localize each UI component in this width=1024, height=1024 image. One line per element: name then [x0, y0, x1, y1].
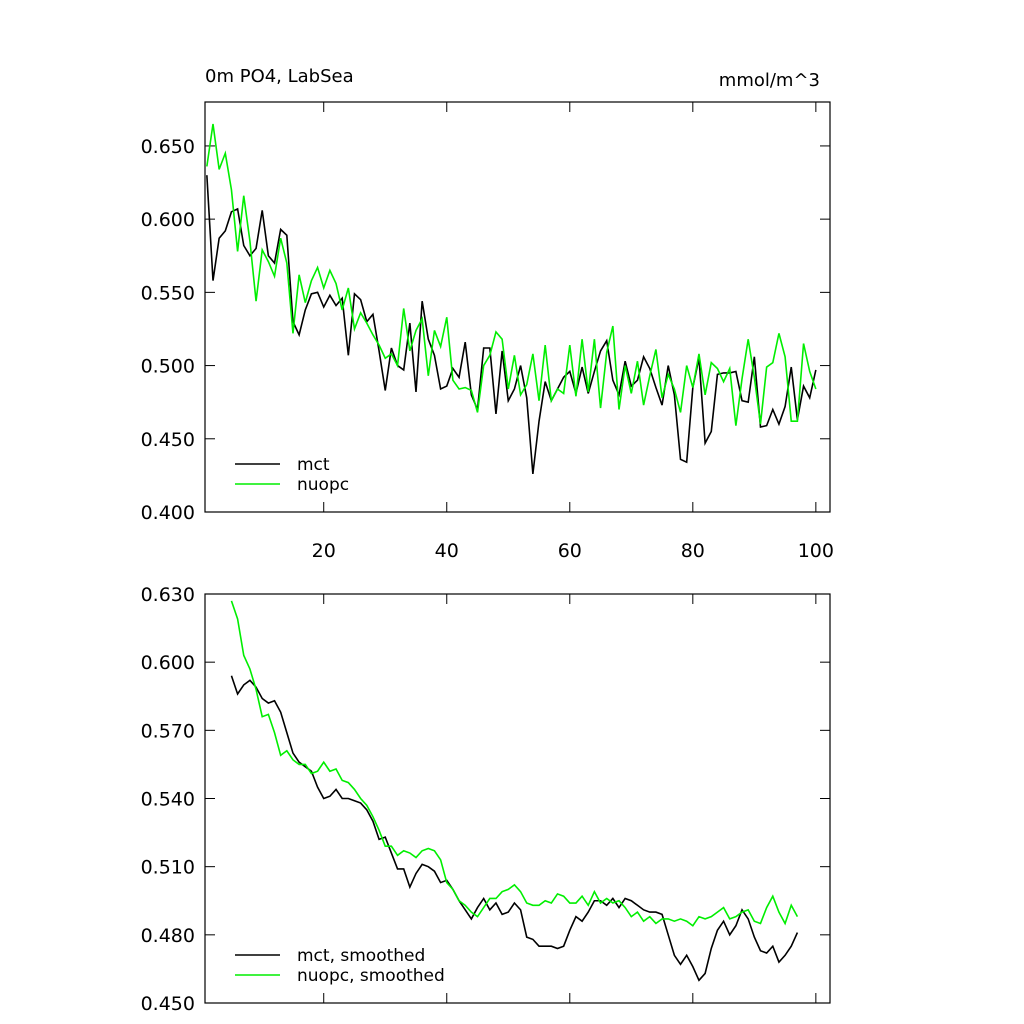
units-label: mmol/m^3 [719, 70, 820, 91]
y-tick-label: 0.400 [141, 502, 195, 524]
series-line [230, 675, 799, 982]
y-tick-label: 0.600 [141, 652, 195, 674]
y-tick-label: 0.630 [141, 584, 195, 606]
y-tick-label: 0.450 [141, 429, 195, 451]
x-tick-label: 20 [312, 540, 336, 562]
y-tick-label: 0.570 [141, 720, 195, 742]
plot-frame [204, 101, 831, 513]
y-tick-label: 0.510 [141, 857, 195, 879]
y-tick-label: 0.500 [141, 356, 195, 378]
legend-label: mct [297, 455, 330, 475]
y-tick-label: 0.550 [141, 282, 195, 304]
legend-label: nuopc, smoothed [297, 966, 445, 986]
legend-label: mct, smoothed [297, 946, 425, 966]
x-tick-label: 60 [558, 540, 582, 562]
series-line [206, 123, 817, 426]
x-tick-label: 40 [435, 540, 459, 562]
y-tick-label: 0.450 [141, 993, 195, 1015]
y-tick-label: 0.600 [141, 209, 195, 231]
x-tick-label: 80 [681, 540, 705, 562]
chart-title: 0m PO4, LabSea [205, 66, 354, 87]
series-line [206, 175, 817, 475]
y-tick-label: 0.650 [141, 136, 195, 158]
legend-label: nuopc [297, 475, 349, 495]
y-tick-label: 0.480 [141, 925, 195, 947]
x-tick-label: 100 [798, 540, 834, 562]
y-tick-label: 0.540 [141, 789, 195, 811]
series-line [230, 600, 799, 927]
